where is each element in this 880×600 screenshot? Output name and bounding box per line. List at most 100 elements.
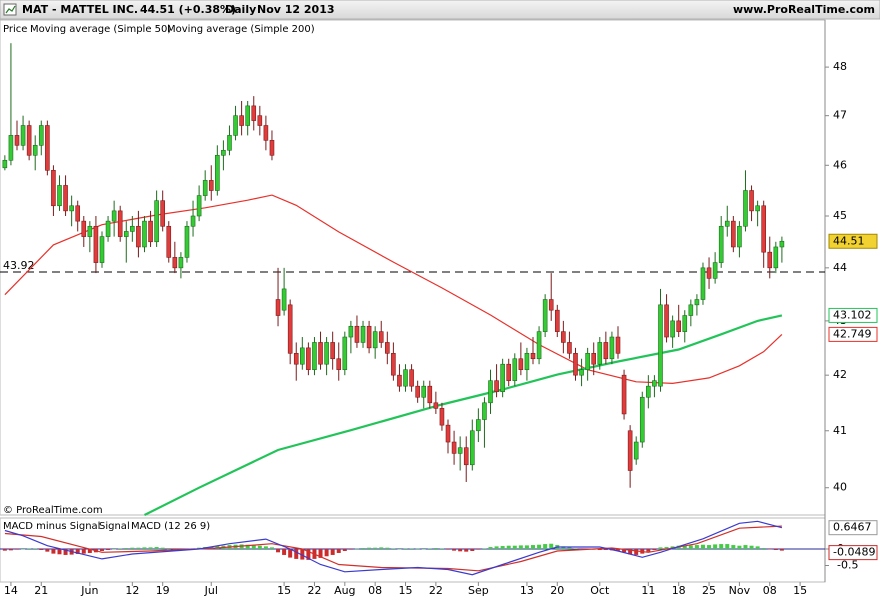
candle-body [154, 200, 159, 243]
candle-body [251, 105, 257, 121]
histogram-bar [773, 549, 778, 550]
credit: © ProRealTime.com [3, 505, 103, 516]
histogram-bar [700, 544, 705, 550]
candle-body [451, 441, 457, 454]
candle-body [773, 246, 779, 269]
histogram-bar [628, 549, 633, 555]
last-ma: 43.102 [833, 308, 872, 321]
candle-body [494, 380, 499, 393]
histogram-bar [500, 546, 505, 550]
candle-body [130, 225, 135, 232]
histogram-bar [276, 549, 281, 553]
candle-body [652, 380, 657, 387]
candle-body [257, 115, 263, 126]
candle-body [457, 447, 463, 454]
candle-body [160, 200, 165, 227]
x-tick-label: Sep [468, 584, 489, 597]
candle-body [324, 342, 329, 365]
candle-body [184, 225, 190, 258]
histogram-bar [397, 549, 402, 550]
candle-body [348, 325, 354, 338]
x-tick-label: 14 [4, 584, 18, 597]
candle-body [330, 342, 335, 360]
symbol: MAT - MATTEL INC. [22, 3, 138, 16]
histogram-bar [130, 547, 135, 550]
candle-body [585, 352, 590, 370]
candle-body [342, 336, 348, 370]
histogram-bar [385, 547, 390, 550]
candle-body [633, 441, 639, 460]
candle-body [476, 419, 481, 432]
x-tick-label: 22 [429, 584, 443, 597]
candle-body [427, 385, 433, 404]
candle-body [93, 225, 99, 263]
histogram-bar [14, 549, 19, 550]
histogram-bar [300, 549, 305, 560]
histogram-bar [415, 548, 420, 550]
candle-body [245, 105, 250, 126]
legend-macd: MACD (12 26 9) [131, 521, 210, 532]
histogram-bar [597, 549, 602, 550]
x-tick-label: 15 [277, 584, 291, 597]
candle-body [105, 220, 111, 237]
x-tick-label: 13 [520, 584, 534, 597]
candle-body [439, 408, 445, 426]
histogram-bar [573, 548, 578, 550]
candle-body [14, 135, 20, 146]
histogram-bar [506, 545, 511, 550]
candle-body [8, 135, 14, 161]
legend-ma200: Moving average (Simple 200) [167, 24, 315, 35]
histogram-bar [646, 549, 651, 552]
legend-histogram: MACD minus Signal [3, 521, 100, 532]
candle-body [737, 225, 742, 248]
histogram-bar [470, 549, 475, 551]
candle-body [530, 352, 536, 360]
histogram-bar [464, 549, 469, 552]
histogram-bar [373, 547, 378, 550]
histogram-bar [494, 546, 499, 550]
histogram-bar [239, 544, 244, 550]
histogram-bar [63, 549, 68, 555]
candle-body [682, 315, 688, 332]
candle-body [45, 125, 50, 171]
histogram-bar [112, 549, 117, 550]
histogram-bar [245, 544, 250, 550]
candle-body [767, 251, 773, 269]
candle-body [433, 402, 439, 409]
last-ma-box [828, 307, 878, 323]
histogram-bar [615, 549, 620, 551]
candle-body [536, 331, 542, 360]
legend-ma50: Moving average (Simple 50) [30, 24, 171, 35]
period: Daily [225, 3, 256, 16]
y-tick-label: 44 [833, 261, 847, 274]
histogram-bar [719, 544, 724, 550]
histogram-bar [348, 549, 353, 550]
histogram-bar [8, 549, 13, 551]
candle-body [463, 447, 469, 466]
histogram-bar [294, 549, 299, 559]
candle-body [403, 369, 408, 387]
candle-body [421, 385, 427, 398]
candle-body [190, 215, 196, 227]
histogram-bar [361, 548, 366, 550]
last-macd-box [828, 520, 878, 536]
candle-body [749, 190, 754, 212]
histogram-bar [148, 547, 153, 550]
candle-body [567, 342, 572, 354]
histogram-bar [33, 548, 38, 550]
histogram-bar [421, 549, 426, 550]
last-histogram: -0.0489 [833, 546, 875, 559]
candle-body [99, 236, 105, 263]
histogram-bar [409, 548, 414, 550]
last-price-box [828, 233, 878, 249]
candle-body [196, 195, 202, 217]
y-tick-label: 48 [833, 60, 847, 73]
candle-body [269, 140, 275, 156]
candle-body [554, 309, 560, 332]
candle-body [215, 154, 220, 191]
histogram-bar [731, 545, 736, 550]
x-tick-label: 22 [307, 584, 321, 597]
histogram-bar [512, 545, 517, 550]
last-histogram-box [828, 545, 878, 561]
candle-body [609, 336, 615, 360]
